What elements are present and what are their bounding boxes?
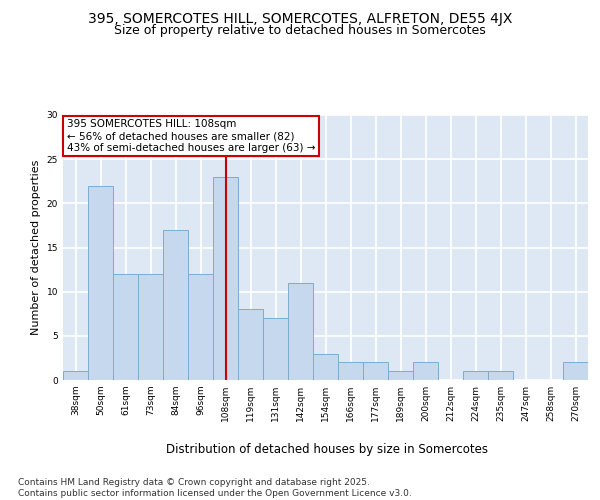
- Bar: [63, 371, 88, 380]
- Bar: [163, 230, 188, 380]
- Bar: [338, 362, 363, 380]
- Bar: [463, 371, 488, 380]
- Bar: [263, 318, 288, 380]
- Bar: [563, 362, 588, 380]
- Bar: [313, 354, 338, 380]
- Bar: [413, 362, 438, 380]
- Text: Distribution of detached houses by size in Somercotes: Distribution of detached houses by size …: [166, 442, 488, 456]
- Bar: [288, 283, 313, 380]
- Bar: [363, 362, 388, 380]
- Text: 395, SOMERCOTES HILL, SOMERCOTES, ALFRETON, DE55 4JX: 395, SOMERCOTES HILL, SOMERCOTES, ALFRET…: [88, 12, 512, 26]
- Bar: [213, 177, 238, 380]
- Text: Contains HM Land Registry data © Crown copyright and database right 2025.
Contai: Contains HM Land Registry data © Crown c…: [18, 478, 412, 498]
- Bar: [388, 371, 413, 380]
- Y-axis label: Number of detached properties: Number of detached properties: [31, 160, 41, 335]
- Bar: [113, 274, 138, 380]
- Bar: [238, 310, 263, 380]
- Text: 395 SOMERCOTES HILL: 108sqm
← 56% of detached houses are smaller (82)
43% of sem: 395 SOMERCOTES HILL: 108sqm ← 56% of det…: [67, 120, 315, 152]
- Bar: [138, 274, 163, 380]
- Bar: [488, 371, 513, 380]
- Text: Size of property relative to detached houses in Somercotes: Size of property relative to detached ho…: [114, 24, 486, 37]
- Bar: [88, 186, 113, 380]
- Bar: [188, 274, 213, 380]
